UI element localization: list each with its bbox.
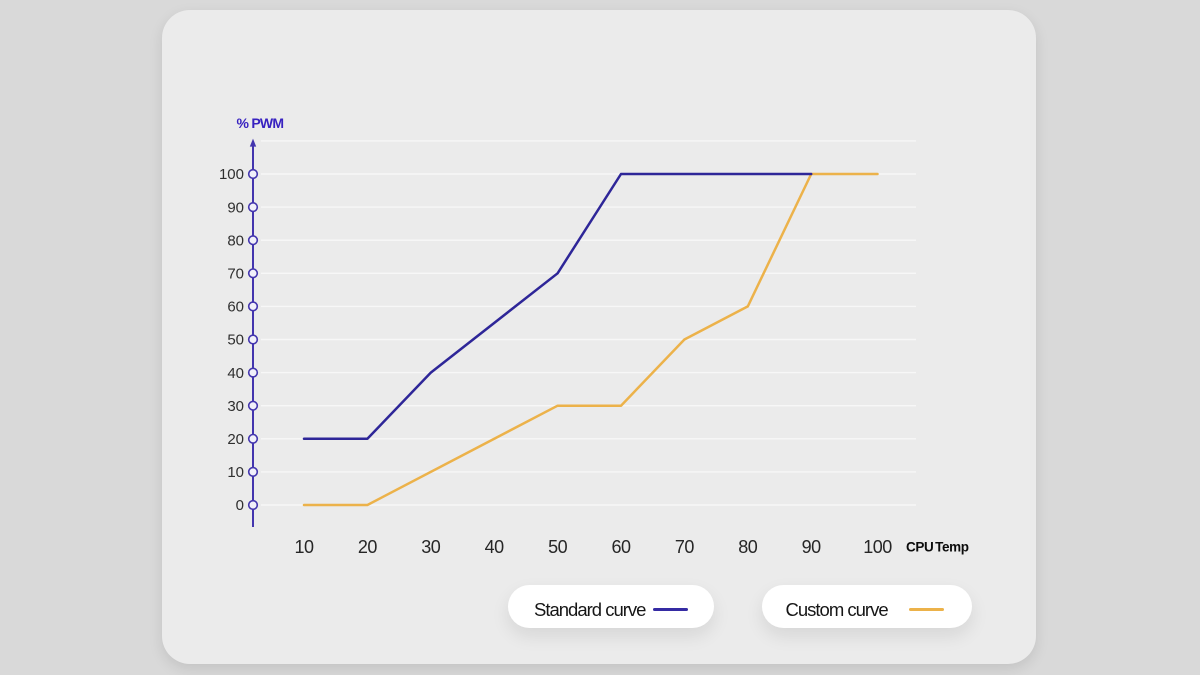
svg-text:40: 40 bbox=[227, 365, 244, 382]
svg-text:50: 50 bbox=[227, 332, 244, 349]
svg-text:30: 30 bbox=[421, 537, 441, 557]
svg-text:20: 20 bbox=[358, 537, 378, 557]
svg-text:80: 80 bbox=[227, 232, 244, 249]
svg-text:80: 80 bbox=[738, 537, 758, 557]
svg-text:70: 70 bbox=[227, 266, 244, 283]
svg-text:10: 10 bbox=[227, 464, 244, 481]
svg-text:40: 40 bbox=[485, 537, 505, 557]
svg-text:20: 20 bbox=[227, 431, 244, 448]
svg-text:90: 90 bbox=[227, 199, 244, 216]
svg-text:100: 100 bbox=[219, 166, 244, 183]
svg-text:% PWM: % PWM bbox=[237, 115, 284, 131]
svg-text:0: 0 bbox=[236, 497, 244, 514]
svg-text:50: 50 bbox=[548, 537, 568, 557]
svg-text:60: 60 bbox=[611, 537, 631, 557]
svg-text:CPU Temp: CPU Temp bbox=[906, 540, 969, 555]
svg-text:10: 10 bbox=[294, 537, 314, 557]
svg-text:30: 30 bbox=[227, 398, 244, 415]
svg-text:60: 60 bbox=[227, 299, 244, 316]
svg-text:70: 70 bbox=[675, 537, 695, 557]
svg-text:100: 100 bbox=[863, 537, 892, 557]
svg-text:90: 90 bbox=[802, 537, 822, 557]
